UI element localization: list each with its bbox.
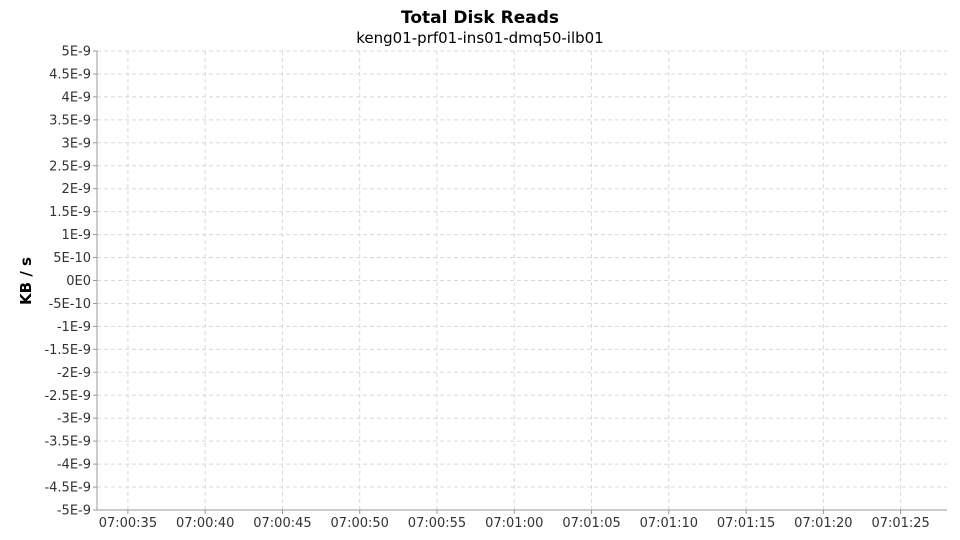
y-tick-label: -1E-9 — [57, 320, 91, 335]
x-tick-label: 07:00:40 — [176, 516, 234, 531]
y-tick-label: 3E-9 — [62, 136, 91, 151]
y-tick-label: 5E-10 — [53, 251, 91, 266]
y-tick-label: -1.5E-9 — [44, 343, 91, 358]
x-tick-label: 07:00:55 — [408, 516, 466, 531]
x-tick-label: 07:01:25 — [871, 516, 929, 531]
y-tick-label: 0E0 — [66, 274, 91, 289]
y-tick-label: -3.5E-9 — [44, 435, 91, 450]
y-tick-label: -3E-9 — [57, 412, 91, 427]
y-tick-label: 2E-9 — [62, 182, 91, 197]
x-tick-label: 07:01:05 — [562, 516, 620, 531]
x-tick-label: 07:01:15 — [717, 516, 775, 531]
y-tick-label: -2E-9 — [57, 366, 91, 381]
y-axis-label: KB / s — [17, 257, 35, 305]
y-tick-label: -5E-9 — [57, 504, 91, 519]
chart-subtitle: keng01-prf01-ins01-dmq50-ilb01 — [356, 29, 603, 47]
x-tick-labels: 07:00:35 07:00:40 07:00:45 07:00:50 07:00:55… — [99, 516, 930, 531]
y-tick-label: 1E-9 — [62, 228, 91, 243]
x-tick-label: 07:00:50 — [331, 516, 389, 531]
x-tick-label: 07:00:35 — [99, 516, 157, 531]
y-tick-label: 4E-9 — [62, 90, 91, 105]
y-tick-label: -5E-10 — [49, 297, 91, 312]
chart-title: Total Disk Reads — [401, 8, 559, 28]
x-tick-label: 07:01:10 — [640, 516, 698, 531]
y-tick-label: 1.5E-9 — [49, 205, 91, 220]
grid-layer — [97, 50, 947, 510]
x-tick-label: 07:01:00 — [485, 516, 543, 531]
y-tick-label: 4.5E-9 — [49, 67, 91, 82]
x-tick-label: 07:00:45 — [253, 516, 311, 531]
y-tick-labels: 5E-9 4.5E-9 4E-9 3.5E-9 3E-9 2.5E-9 2E-9 1.5E-9… — [44, 45, 91, 519]
y-tick-label: -4.5E-9 — [44, 481, 91, 496]
y-tick-label: 2.5E-9 — [49, 159, 91, 174]
y-tick-label: -2.5E-9 — [44, 389, 91, 404]
y-tick-label: -4E-9 — [57, 458, 91, 473]
x-tick-label: 07:01:20 — [794, 516, 852, 531]
axis-layer — [93, 50, 947, 514]
y-tick-label: 3.5E-9 — [49, 113, 91, 128]
y-tick-label: 5E-9 — [62, 45, 91, 60]
